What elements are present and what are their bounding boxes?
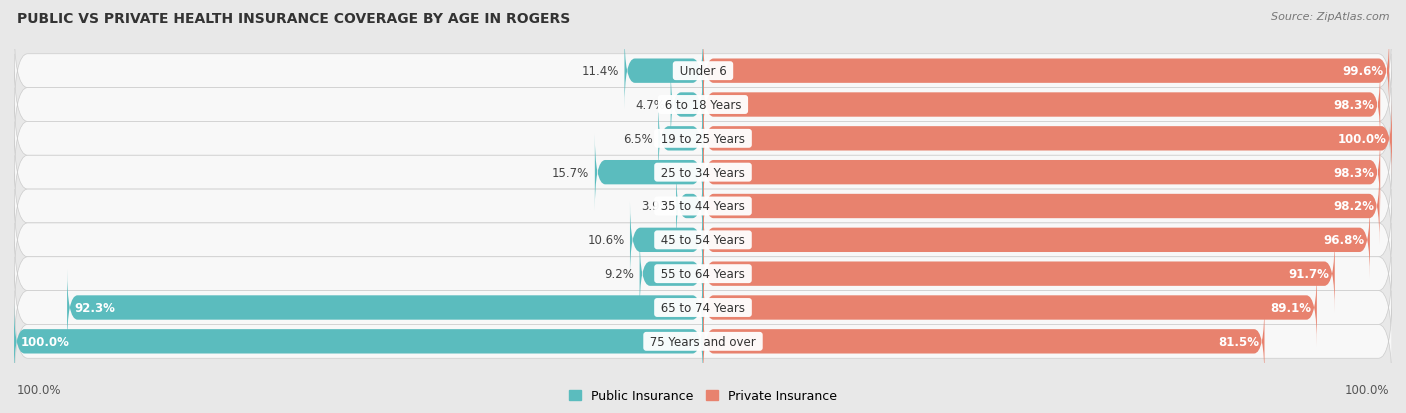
- Text: 3.9%: 3.9%: [641, 200, 671, 213]
- FancyBboxPatch shape: [703, 33, 1389, 110]
- Text: 100.0%: 100.0%: [21, 335, 70, 348]
- Text: 81.5%: 81.5%: [1218, 335, 1258, 348]
- FancyBboxPatch shape: [703, 67, 1381, 144]
- FancyBboxPatch shape: [671, 67, 703, 144]
- Text: 98.3%: 98.3%: [1334, 166, 1375, 179]
- FancyBboxPatch shape: [14, 21, 1392, 122]
- Text: 98.2%: 98.2%: [1333, 200, 1374, 213]
- Text: PUBLIC VS PRIVATE HEALTH INSURANCE COVERAGE BY AGE IN ROGERS: PUBLIC VS PRIVATE HEALTH INSURANCE COVER…: [17, 12, 569, 26]
- Text: 99.6%: 99.6%: [1343, 65, 1384, 78]
- Text: 15.7%: 15.7%: [553, 166, 589, 179]
- Legend: Public Insurance, Private Insurance: Public Insurance, Private Insurance: [564, 385, 842, 408]
- FancyBboxPatch shape: [14, 291, 1392, 392]
- Text: 11.4%: 11.4%: [582, 65, 619, 78]
- FancyBboxPatch shape: [14, 156, 1392, 257]
- FancyBboxPatch shape: [703, 269, 1317, 346]
- FancyBboxPatch shape: [14, 88, 1392, 190]
- FancyBboxPatch shape: [14, 223, 1392, 325]
- FancyBboxPatch shape: [14, 303, 703, 380]
- Text: 4.7%: 4.7%: [636, 99, 665, 112]
- FancyBboxPatch shape: [14, 55, 1392, 156]
- Text: 6.5%: 6.5%: [623, 133, 652, 145]
- FancyBboxPatch shape: [703, 235, 1334, 313]
- FancyBboxPatch shape: [703, 168, 1379, 245]
- FancyBboxPatch shape: [630, 202, 703, 279]
- FancyBboxPatch shape: [703, 100, 1392, 178]
- Text: 35 to 44 Years: 35 to 44 Years: [657, 200, 749, 213]
- Text: 92.3%: 92.3%: [75, 301, 115, 314]
- Text: 10.6%: 10.6%: [588, 234, 624, 247]
- Text: 91.7%: 91.7%: [1288, 268, 1329, 280]
- Text: 25 to 34 Years: 25 to 34 Years: [657, 166, 749, 179]
- Text: 100.0%: 100.0%: [17, 384, 62, 396]
- Text: 9.2%: 9.2%: [605, 268, 634, 280]
- FancyBboxPatch shape: [703, 202, 1369, 279]
- Text: 55 to 64 Years: 55 to 64 Years: [657, 268, 749, 280]
- FancyBboxPatch shape: [658, 100, 703, 178]
- FancyBboxPatch shape: [14, 122, 1392, 223]
- Text: Under 6: Under 6: [676, 65, 730, 78]
- FancyBboxPatch shape: [67, 269, 703, 346]
- FancyBboxPatch shape: [14, 257, 1392, 358]
- FancyBboxPatch shape: [640, 235, 703, 313]
- FancyBboxPatch shape: [595, 134, 703, 211]
- FancyBboxPatch shape: [703, 303, 1264, 380]
- Text: 75 Years and over: 75 Years and over: [647, 335, 759, 348]
- Text: 98.3%: 98.3%: [1334, 99, 1375, 112]
- Text: 65 to 74 Years: 65 to 74 Years: [657, 301, 749, 314]
- Text: 100.0%: 100.0%: [1344, 384, 1389, 396]
- FancyBboxPatch shape: [14, 190, 1392, 291]
- Text: 100.0%: 100.0%: [1337, 133, 1386, 145]
- FancyBboxPatch shape: [703, 134, 1381, 211]
- FancyBboxPatch shape: [676, 168, 703, 245]
- Text: 6 to 18 Years: 6 to 18 Years: [661, 99, 745, 112]
- FancyBboxPatch shape: [624, 33, 703, 110]
- Text: 19 to 25 Years: 19 to 25 Years: [657, 133, 749, 145]
- Text: 45 to 54 Years: 45 to 54 Years: [657, 234, 749, 247]
- Text: Source: ZipAtlas.com: Source: ZipAtlas.com: [1271, 12, 1389, 22]
- Text: 89.1%: 89.1%: [1271, 301, 1312, 314]
- Text: 96.8%: 96.8%: [1323, 234, 1364, 247]
